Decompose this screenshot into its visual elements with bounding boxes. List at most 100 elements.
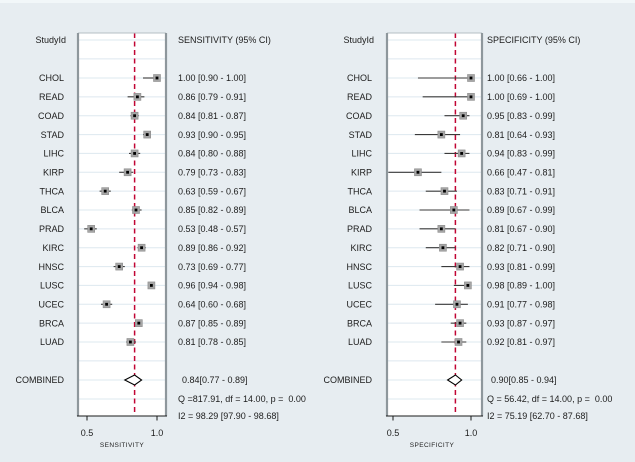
- study-label: STAD: [349, 130, 373, 140]
- study-label: KIRC: [350, 243, 372, 253]
- marker-dot: [469, 76, 473, 80]
- study-label: STAD: [41, 130, 65, 140]
- ci-text: 0.92 [0.81 - 0.97]: [487, 337, 555, 347]
- marker-dot: [133, 114, 136, 118]
- marker-dot: [455, 302, 459, 306]
- ci-text: 0.87 [0.85 - 0.89]: [178, 318, 246, 328]
- ci-text: 0.81 [0.67 - 0.90]: [487, 224, 555, 234]
- ci-text: 0.84 [0.80 - 0.88]: [178, 149, 246, 159]
- marker-dot: [443, 189, 446, 193]
- ci-text: 0.95 [0.83 - 0.99]: [487, 111, 555, 121]
- study-label: LIHC: [351, 149, 372, 159]
- ci-text: 0.91 [0.77 - 0.98]: [487, 299, 555, 309]
- marker-dot: [140, 246, 143, 250]
- marker-dot: [439, 227, 443, 231]
- marker-dot: [134, 208, 138, 212]
- study-label: PRAD: [39, 224, 65, 234]
- column-header-study: StudyId: [343, 35, 374, 45]
- ci-text: 0.96 [0.94 - 0.98]: [178, 281, 246, 291]
- marker-dot: [441, 246, 445, 250]
- marker-dot: [466, 284, 470, 287]
- ci-text: 0.73 [0.69 - 0.77]: [178, 262, 246, 272]
- marker-dot: [126, 170, 129, 174]
- ci-text: 0.93 [0.90 - 0.95]: [178, 130, 246, 140]
- study-label: BLCA: [348, 205, 372, 215]
- study-label: BRCA: [347, 318, 372, 328]
- ci-text: 1.00 [0.66 - 1.00]: [487, 73, 555, 83]
- combined-ci-text: 0.84[0.77 - 0.89]: [182, 375, 248, 385]
- column-header-study: StudyId: [35, 35, 66, 45]
- ci-text: 0.86 [0.79 - 0.91]: [178, 92, 246, 102]
- study-label: LUSC: [40, 281, 65, 291]
- stat-q: Q = 56.42, df = 14.00, p = 0.00: [487, 394, 612, 404]
- ci-text: 0.81 [0.78 - 0.85]: [178, 337, 246, 347]
- combined-ci-text: 0.90[0.85 - 0.94]: [491, 375, 557, 385]
- marker-dot: [145, 133, 149, 136]
- study-label: HNSC: [346, 262, 372, 272]
- study-label: LUSC: [348, 281, 373, 291]
- study-label: BRCA: [39, 318, 64, 328]
- marker-dot: [129, 340, 132, 344]
- ci-text: 0.93 [0.87 - 0.97]: [487, 318, 555, 328]
- plot-area: [387, 33, 482, 416]
- marker-dot: [416, 170, 420, 174]
- axis-title: SENSITIVITY: [100, 442, 144, 449]
- ci-text: 0.64 [0.60 - 0.68]: [178, 299, 246, 309]
- marker-dot: [461, 114, 465, 118]
- marker-dot: [457, 340, 460, 344]
- ci-text: 0.84 [0.81 - 0.87]: [178, 111, 246, 121]
- marker-dot: [452, 208, 456, 212]
- study-label: HNSC: [38, 262, 64, 272]
- study-label: READ: [347, 92, 373, 102]
- study-label: KIRP: [351, 167, 372, 177]
- column-header-value: SPECIFICITY (95% CI): [487, 35, 580, 45]
- axis-tick-label: 1.0: [151, 428, 164, 438]
- column-header-value: SENSITIVITY (95% CI): [178, 35, 271, 45]
- study-label: LUAD: [40, 337, 65, 347]
- ci-text: 0.85 [0.82 - 0.89]: [178, 205, 246, 215]
- ci-text: 0.79 [0.73 - 0.83]: [178, 167, 246, 177]
- axis-title: SPECIFICITY: [410, 442, 455, 449]
- marker-dot: [150, 284, 153, 287]
- plot-area: [78, 33, 166, 416]
- stat-i2: I2 = 98.29 [97.90 - 98.68]: [178, 411, 279, 421]
- study-label: BLCA: [40, 205, 64, 215]
- study-label: THCA: [348, 186, 373, 196]
- ci-text: 0.89 [0.86 - 0.92]: [178, 243, 246, 253]
- figure-top-edge: [0, 0, 635, 3]
- marker-dot: [458, 265, 462, 268]
- study-label: KIRC: [42, 243, 64, 253]
- marker-dot: [103, 189, 107, 193]
- ci-text: 0.89 [0.67 - 0.99]: [487, 205, 555, 215]
- study-label: LIHC: [43, 149, 64, 159]
- marker-dot: [460, 152, 464, 155]
- combined-diamond: [446, 374, 463, 386]
- study-label: UCEC: [38, 299, 64, 309]
- study-label: THCA: [40, 186, 65, 196]
- ci-text: 0.81 [0.64 - 0.93]: [487, 130, 555, 140]
- marker-dot: [89, 227, 93, 231]
- ci-text: 0.83 [0.71 - 0.91]: [487, 186, 555, 196]
- study-label: CHOL: [347, 73, 372, 83]
- marker-dot: [133, 152, 136, 155]
- marker-dot: [137, 321, 141, 325]
- marker-dot: [469, 95, 473, 99]
- ci-text: 0.98 [0.89 - 1.00]: [487, 281, 555, 291]
- study-label: CHOL: [39, 73, 64, 83]
- study-label: COAD: [38, 111, 65, 121]
- ci-text: 0.66 [0.47 - 0.81]: [487, 167, 555, 177]
- marker-dot: [105, 302, 108, 306]
- stat-q: Q =817.91, df = 14.00, p = 0.00: [178, 394, 306, 404]
- marker-dot: [155, 76, 159, 80]
- axis-tick-label: 0.5: [81, 428, 94, 438]
- ci-text: 1.00 [0.90 - 1.00]: [178, 73, 246, 83]
- ci-text: 0.94 [0.83 - 0.99]: [487, 149, 555, 159]
- combined-label: COMBINED: [15, 375, 64, 385]
- study-label: UCEC: [346, 299, 372, 309]
- marker-dot: [136, 95, 139, 99]
- study-label: READ: [39, 92, 65, 102]
- ci-text: 0.82 [0.71 - 0.90]: [487, 243, 555, 253]
- axis-tick-label: 1.0: [465, 428, 478, 438]
